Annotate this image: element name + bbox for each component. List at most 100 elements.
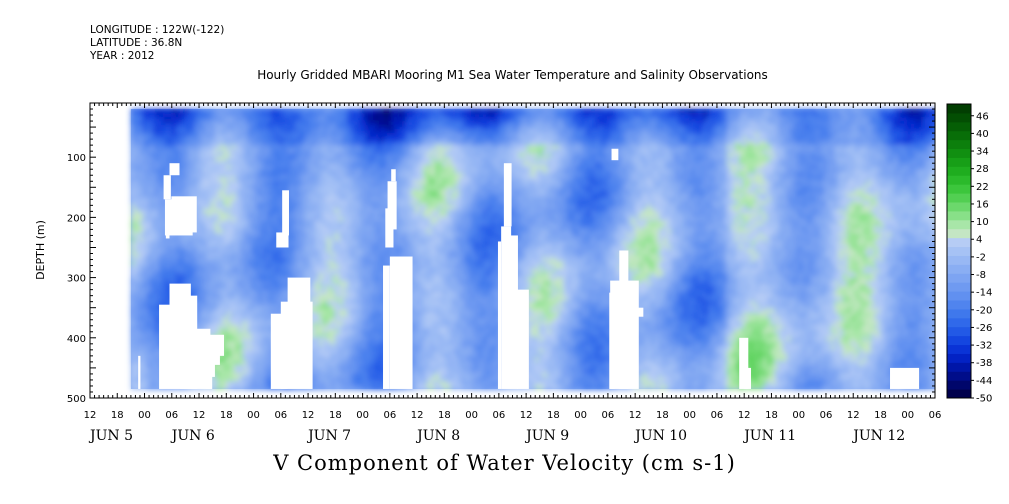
x-tick-label: 00 <box>138 410 151 421</box>
x-tick-label: 00 <box>574 410 587 421</box>
missing-data-region <box>517 289 529 389</box>
metadata-header: LONGITUDE : 122W(-122) LATITUDE : 36.8N … <box>90 24 224 63</box>
colorbar-swatch <box>947 246 971 256</box>
missing-data-region <box>739 337 749 389</box>
colorbar-swatch <box>947 389 971 399</box>
colorbar-swatch <box>947 344 971 354</box>
missing-data-region <box>636 307 644 317</box>
missing-data-region <box>503 163 512 227</box>
missing-data-region <box>510 235 518 389</box>
colorbar-swatch <box>947 121 971 132</box>
chart-title: Hourly Gridded MBARI Mooring M1 Sea Wate… <box>257 68 768 82</box>
colorbar-swatch <box>947 139 971 150</box>
x-day-label: JUN 12 <box>851 428 905 444</box>
colorbar-swatch <box>947 335 971 346</box>
y-axis-title: DEPTH (m) <box>34 220 47 280</box>
x-tick-label: 18 <box>438 410 451 421</box>
missing-data-region <box>385 208 394 248</box>
colorbar-swatch <box>947 166 971 176</box>
x-tick-label: 06 <box>929 410 942 421</box>
x-tick-label: 06 <box>274 410 287 421</box>
missing-data-region <box>199 361 215 377</box>
missing-data-region <box>890 367 920 389</box>
x-tick-label: 00 <box>683 410 696 421</box>
x-day-label: JUN 6 <box>170 428 215 444</box>
colorbar-label: 4 <box>976 235 982 246</box>
missing-data-region <box>163 175 171 200</box>
x-tick-label: 18 <box>111 410 124 421</box>
missing-data-region <box>276 232 289 248</box>
colorbar-swatch <box>947 184 971 194</box>
colorbar-label: 34 <box>976 147 989 158</box>
x-axis: 12 18 00 06 12 18 00 06 12 18 00 06 12 18 00 06 12 18 00 06… <box>84 103 942 444</box>
colorbar-swatch <box>947 380 971 390</box>
colorbar-label: -2 <box>976 252 986 263</box>
colorbar-frame <box>946 103 972 399</box>
missing-data-region <box>270 313 288 389</box>
colorbar-swatch <box>947 264 971 274</box>
x-tick-label: 12 <box>629 410 642 421</box>
x-tick-label: 00 <box>465 410 478 421</box>
missing-data-region <box>610 280 639 389</box>
variable-title: V Component of Water Velocity (cm s-1) <box>273 451 736 475</box>
missing-data-region <box>383 265 390 389</box>
x-tick-label: 12 <box>847 410 860 421</box>
missing-data-region <box>138 355 141 389</box>
x-tick-label: 18 <box>874 410 887 421</box>
missing-data-region <box>497 241 502 389</box>
year-line: YEAR : 2012 <box>90 50 155 62</box>
y-tick-label: 300 <box>67 274 86 285</box>
missing-data-region <box>501 226 512 389</box>
colorbar-label: 28 <box>976 164 989 175</box>
x-tick-label: 12 <box>302 410 315 421</box>
x-tick-label: 00 <box>792 410 805 421</box>
missing-data-region <box>205 334 225 356</box>
x-day-label: JUN 5 <box>88 428 133 444</box>
y-tick-label: 200 <box>67 213 86 224</box>
missing-data-region <box>165 232 170 239</box>
colorbar-swatch <box>947 210 971 221</box>
missing-data-region <box>387 181 397 230</box>
colorbar-label: 40 <box>976 129 989 140</box>
x-day-label: JUN 11 <box>742 428 796 444</box>
field-blobs <box>130 109 935 391</box>
missing-data-region <box>196 352 220 365</box>
colorbar-label: -14 <box>976 288 992 299</box>
x-tick-label: 12 <box>84 410 97 421</box>
colorbar-swatch <box>947 228 971 239</box>
x-tick-label: 00 <box>901 410 914 421</box>
missing-data-mask <box>138 148 920 389</box>
colorbar-label: -20 <box>976 305 992 316</box>
colorbar-swatch <box>947 291 971 301</box>
colorbar-label: -38 <box>976 358 992 369</box>
colorbar-swatch <box>947 353 971 363</box>
colorbar-swatch <box>947 175 971 185</box>
x-tick-label: 12 <box>738 410 751 421</box>
colorbar-label: 16 <box>976 199 989 210</box>
y-axis: 100 200 300 400 500 <box>67 102 935 405</box>
colorbar-swatch <box>947 112 971 123</box>
colorbar-swatch <box>947 308 971 319</box>
x-day-label: JUN 7 <box>306 428 351 444</box>
x-tick-label: 12 <box>193 410 206 421</box>
missing-data-region <box>391 169 396 182</box>
x-tick-label: 06 <box>711 410 724 421</box>
missing-data-region <box>744 367 752 389</box>
x-tick-label: 18 <box>220 410 233 421</box>
x-tick-label: 06 <box>602 410 615 421</box>
colorbar-swatch <box>947 317 971 328</box>
colorbar-swatch <box>947 282 971 292</box>
y-tick-label: 500 <box>67 394 86 405</box>
y-tick-label: 400 <box>67 334 86 345</box>
colorbar-swatch <box>947 362 971 372</box>
colorbar-swatch <box>947 300 971 310</box>
x-tick-label: 06 <box>820 410 833 421</box>
colorbar-label: -44 <box>976 376 992 387</box>
missing-data-region <box>164 199 193 236</box>
x-tick-label: 06 <box>493 410 506 421</box>
missing-data-region <box>389 256 413 389</box>
colorbar-swatch <box>947 130 971 141</box>
heatmap-field <box>130 109 935 391</box>
x-tick-label: 12 <box>520 410 533 421</box>
